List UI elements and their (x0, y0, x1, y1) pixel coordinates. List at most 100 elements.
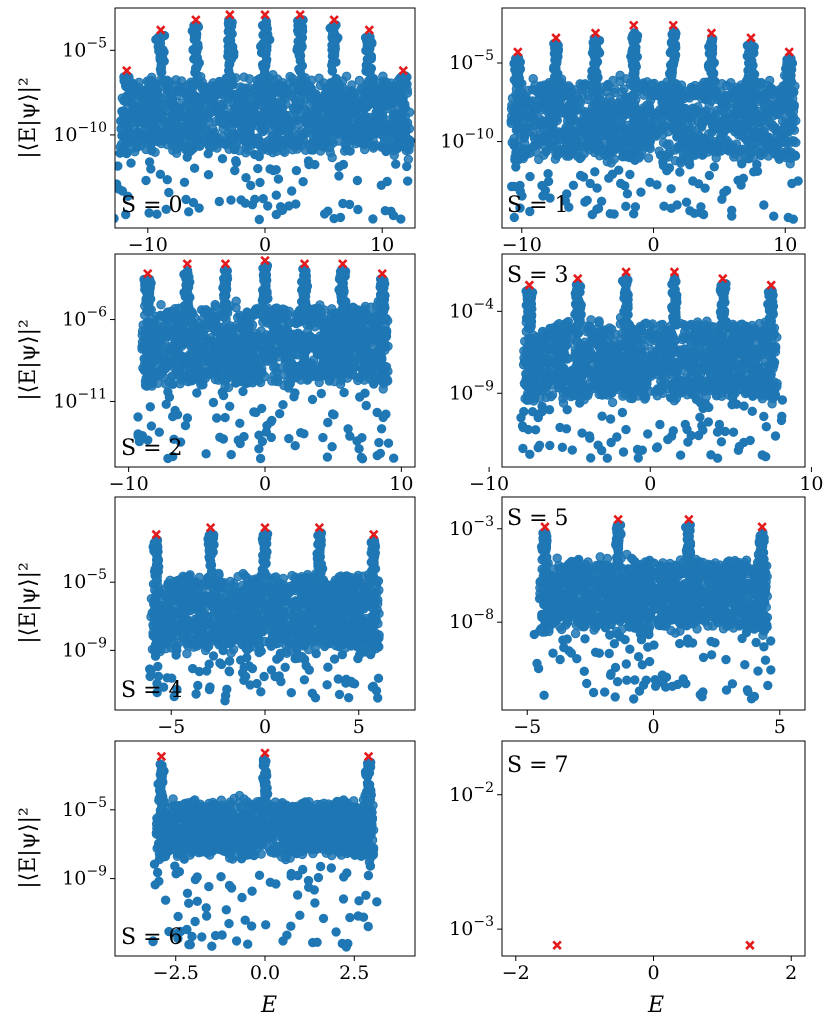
data-point (343, 91, 353, 102)
data-point (334, 109, 345, 119)
data-point (156, 63, 167, 73)
data-point (643, 153, 654, 163)
data-point (519, 131, 529, 142)
data-point (251, 101, 261, 111)
data-point (616, 178, 626, 189)
data-point (124, 108, 135, 118)
data-point (658, 160, 669, 171)
data-point (205, 84, 215, 94)
data-point (363, 78, 374, 88)
data-point (550, 130, 560, 141)
data-point (290, 116, 301, 126)
data-point (746, 144, 756, 154)
data-point (115, 148, 125, 158)
data-point (711, 142, 721, 152)
data-point (776, 127, 786, 137)
data-point (592, 183, 602, 193)
data-point (671, 114, 681, 124)
data-point (276, 331, 286, 342)
data-point (509, 139, 519, 149)
data-point (244, 94, 255, 105)
data-point (722, 124, 733, 134)
data-point (666, 203, 676, 214)
data-point (319, 209, 330, 219)
data-point (177, 341, 187, 351)
data-point (528, 106, 538, 116)
data-point (575, 153, 585, 164)
data-point (261, 24, 271, 34)
data-point (391, 159, 401, 169)
data-point (517, 191, 527, 201)
data-point (203, 149, 213, 159)
data-point (126, 134, 136, 144)
data-point (671, 28, 681, 39)
data-point (709, 112, 719, 123)
data-point (611, 102, 621, 113)
data-point (257, 368, 267, 378)
data-point (364, 130, 374, 141)
data-point (553, 76, 563, 86)
data-point (277, 97, 288, 107)
data-point (689, 208, 700, 219)
data-point (228, 132, 239, 143)
panel-label: S = 0 (121, 193, 183, 218)
data-point (154, 129, 165, 140)
data-point (668, 57, 679, 67)
data-point (791, 137, 801, 148)
data-point (747, 78, 757, 89)
data-point (294, 64, 304, 74)
data-point (585, 127, 595, 137)
data-point (139, 364, 150, 374)
data-point (752, 166, 763, 177)
data-point (730, 89, 740, 100)
x-tick-label: 0 (259, 234, 271, 256)
data-point (179, 177, 190, 188)
data-point (717, 194, 727, 205)
x-tick-label: 10 (370, 234, 394, 256)
peak-marker (260, 10, 270, 20)
data-point (219, 339, 229, 349)
data-point (223, 35, 233, 45)
data-point (260, 138, 270, 148)
data-point (255, 177, 265, 188)
data-point (314, 73, 324, 83)
data-point (192, 103, 203, 113)
data-point (172, 80, 182, 91)
data-point (511, 125, 522, 135)
data-point (746, 49, 756, 59)
data-point (201, 110, 211, 120)
data-point (510, 104, 520, 115)
data-point (602, 105, 612, 115)
data-point (741, 106, 752, 117)
data-point (683, 148, 694, 158)
data-point (368, 214, 378, 224)
data-point (645, 135, 655, 145)
data-point (322, 339, 332, 349)
data-point (396, 114, 406, 125)
data-point (712, 92, 722, 102)
peak-marker (191, 15, 201, 25)
data-point (568, 104, 579, 114)
data-point (326, 78, 336, 88)
data-point (543, 137, 553, 147)
data-point (328, 324, 338, 334)
peak-marker (329, 15, 339, 25)
data-point (240, 124, 250, 135)
data-point (297, 85, 307, 96)
data-point (126, 158, 136, 168)
data-point (785, 159, 795, 169)
data-point (589, 58, 599, 69)
data-point (662, 140, 672, 150)
data-point (231, 296, 241, 306)
data-point (760, 98, 770, 109)
data-point (271, 138, 281, 148)
data-point (649, 112, 659, 122)
data-point (628, 90, 639, 100)
data-point (300, 104, 310, 114)
data-point (605, 138, 615, 148)
data-point (164, 187, 174, 198)
data-point (386, 206, 396, 217)
data-point (782, 58, 792, 68)
data-point (313, 116, 324, 126)
